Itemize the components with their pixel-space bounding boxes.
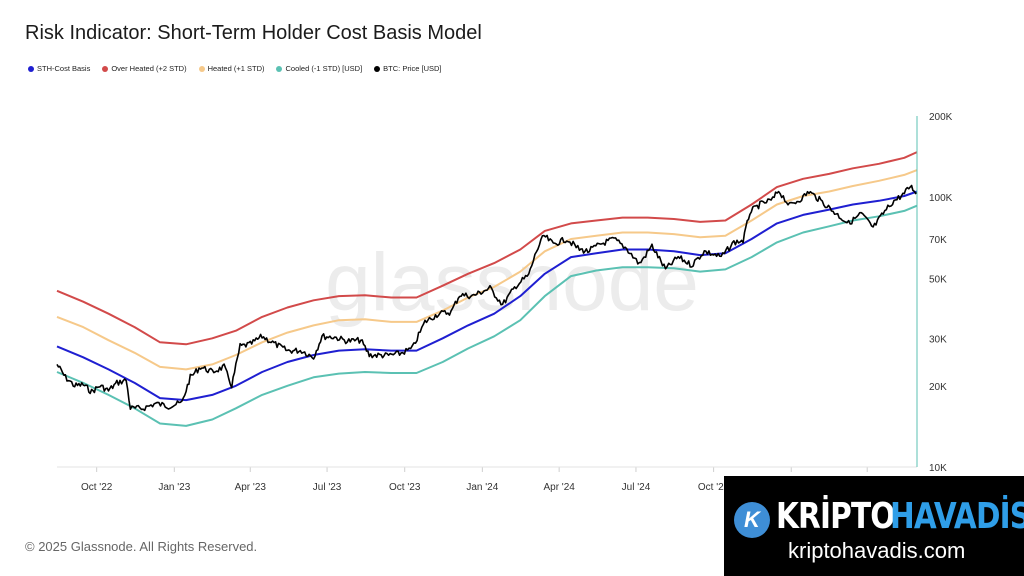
x-tick-label: Jan '23 [158, 482, 190, 493]
brand-name-part1: KRİPTO [776, 496, 895, 537]
x-tick-label: Oct '23 [389, 482, 421, 493]
brand-logo-icon: K [734, 502, 770, 538]
x-tick-label: Oct '22 [81, 482, 113, 493]
series-layer [56, 151, 918, 427]
gridlines [96, 467, 868, 472]
y-tick-label: 10K [929, 463, 947, 474]
legend-item-heated[interactable]: Heated (+1 STD) [198, 64, 265, 73]
legend-label: Heated (+1 STD) [207, 64, 265, 73]
legend-item-sth-cost-basis[interactable]: STH-Cost Basis [28, 64, 90, 73]
copyright: © 2025 Glassnode. All Rights Reserved. [25, 539, 258, 554]
x-tick-label: Apr '23 [235, 482, 267, 493]
y-tick-label: 70K [929, 235, 947, 246]
x-tick-label: Oct '24 [698, 482, 730, 493]
brand-url: kriptohavadis.com [788, 538, 966, 563]
brand-name-part2: HAVADİS [890, 496, 1024, 537]
y-tick-label: 50K [929, 274, 947, 285]
y-tick-label: 100K [929, 193, 953, 204]
x-tick-label: Jul '24 [622, 482, 651, 493]
x-tick-label: Jan '24 [466, 482, 498, 493]
legend-label: Cooled (-1 STD) [USD] [285, 64, 363, 73]
legend-label: STH-Cost Basis [37, 64, 91, 73]
series-line-cooled-1-std-usd [56, 204, 918, 427]
legend: STH-Cost Basis Over Heated (+2 STD) Heat… [28, 64, 442, 73]
legend-dot-icon [102, 65, 109, 72]
series-line-over-heated-2-std [56, 151, 918, 346]
y-tick-label: 200K [929, 112, 953, 123]
legend-item-over-heated[interactable]: Over Heated (+2 STD) [102, 64, 187, 73]
legend-item-cooled[interactable]: Cooled (-1 STD) [USD] [276, 64, 362, 73]
x-tick-label: Jul '23 [313, 482, 342, 493]
x-tick-label: Apr '24 [543, 482, 575, 493]
legend-item-btc-price[interactable]: BTC: Price [USD] [374, 64, 442, 73]
series-line-sth-cost-basis [56, 190, 918, 402]
legend-label: Over Heated (+2 STD) [111, 64, 187, 73]
legend-dot-icon [374, 65, 381, 72]
legend-dot-icon [28, 65, 34, 72]
y-tick-label: 20K [929, 382, 947, 393]
legend-dot-icon [198, 65, 205, 72]
y-tick-label: 30K [929, 334, 947, 345]
brand-badge: K KRİPTO HAVADİS kriptohavadis.com [724, 476, 1024, 576]
watermark: glassnode [325, 237, 699, 328]
series-line-btc-price-usd [56, 184, 918, 412]
legend-dot-icon [276, 65, 283, 72]
chart-title: Risk Indicator: Short-Term Holder Cost B… [25, 22, 482, 44]
legend-label: BTC: Price [USD] [383, 64, 442, 73]
